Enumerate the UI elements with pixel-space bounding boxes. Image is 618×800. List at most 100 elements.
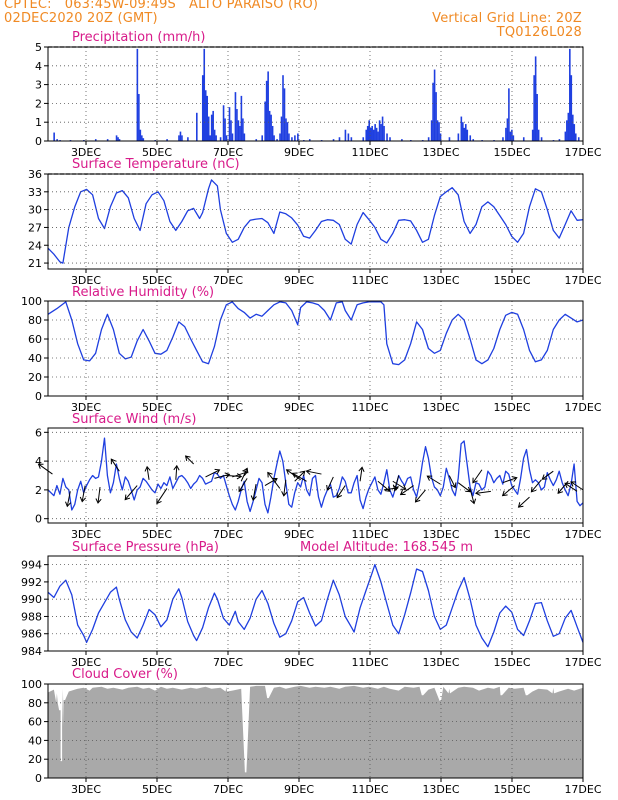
precip-bar bbox=[270, 114, 272, 141]
precip-bar bbox=[571, 114, 574, 141]
wind-vector bbox=[472, 469, 483, 484]
precip-bar bbox=[231, 133, 234, 141]
wind-vector-head bbox=[501, 490, 508, 497]
wind-vector-head bbox=[144, 465, 151, 472]
precip-bar bbox=[508, 88, 510, 141]
precip-bar bbox=[179, 131, 182, 141]
precip-bar bbox=[389, 137, 391, 141]
precip-bar bbox=[457, 133, 460, 141]
precip-bar bbox=[268, 110, 271, 141]
precip-x-tick-label: 5DEC bbox=[142, 146, 172, 159]
pres-subtitle: Model Altitude: 168.545 m bbox=[300, 540, 473, 555]
precip-bar bbox=[308, 139, 311, 141]
precip-bar bbox=[234, 92, 237, 141]
cloud-y-tick-label: 100 bbox=[21, 678, 42, 691]
wind-vector bbox=[475, 490, 491, 494]
precip-bar bbox=[210, 114, 213, 141]
rh-frame bbox=[47, 300, 584, 397]
rh-x-tick-label: 13DEC bbox=[422, 401, 459, 414]
precip-bar bbox=[350, 137, 353, 141]
wind-vector-head bbox=[95, 498, 102, 504]
pres-x-tick-label: 15DEC bbox=[493, 656, 530, 669]
precip-bar bbox=[204, 90, 207, 141]
wind-vector-head bbox=[400, 484, 407, 490]
wind-vector-head bbox=[267, 471, 273, 478]
precip-bar bbox=[136, 48, 139, 141]
precip-x-tick-label: 7DEC bbox=[213, 146, 243, 159]
rh-x-tick-label: 7DEC bbox=[213, 401, 243, 414]
precip-bar bbox=[286, 122, 289, 141]
precip-bar bbox=[460, 116, 463, 141]
precip-bar bbox=[237, 120, 240, 141]
temp-y-tick-label: 21 bbox=[28, 257, 42, 270]
cloud-panel: Cloud Cover (%) 0 20 40 60 80 100 3DEC 5DEC 7DEC 9… bbox=[21, 667, 602, 796]
precip-x-tick-label: 3DEC bbox=[71, 146, 101, 159]
wind-y-tick-label: 4 bbox=[35, 455, 42, 468]
wind-vector bbox=[283, 479, 287, 496]
precip-bar bbox=[267, 71, 269, 141]
precip-bar bbox=[225, 135, 228, 141]
wind-vector bbox=[326, 476, 334, 491]
precip-bar bbox=[215, 135, 217, 141]
cloud-y-tick-label: 0 bbox=[35, 772, 42, 785]
wind-vector-head bbox=[242, 467, 249, 474]
precip-bar bbox=[436, 120, 439, 141]
precip-bar bbox=[117, 137, 119, 141]
precip-bar bbox=[472, 139, 475, 141]
precip-bar bbox=[94, 139, 97, 141]
precip-x-tick-label: 13DEC bbox=[422, 146, 459, 159]
precip-bar bbox=[574, 133, 577, 141]
precip-bar bbox=[228, 107, 231, 141]
rh-x-tick-label: 3DEC bbox=[71, 401, 101, 414]
pres-x-tick-label: 5DEC bbox=[142, 656, 172, 669]
rh-x-tick-label: 5DEC bbox=[142, 401, 172, 414]
wind-vector-head bbox=[393, 485, 399, 492]
precip-bar bbox=[448, 137, 451, 141]
precip-bar bbox=[462, 122, 464, 141]
wind-vector bbox=[294, 470, 306, 482]
wind-x-tick-label: 15DEC bbox=[493, 528, 530, 541]
wind-vector bbox=[110, 458, 120, 472]
wind-vector bbox=[267, 472, 281, 489]
precip-bar bbox=[533, 75, 535, 141]
wind-vector-head bbox=[281, 491, 288, 497]
wind-vector bbox=[156, 488, 168, 504]
wind-vector-head bbox=[37, 463, 44, 469]
precip-bar bbox=[344, 129, 347, 141]
rh-y-tick-label: 100 bbox=[21, 295, 42, 308]
wind-vector-head bbox=[465, 486, 471, 493]
precip-bar bbox=[242, 118, 244, 141]
rh-y-tick-label: 20 bbox=[28, 371, 42, 384]
wind-vector bbox=[518, 496, 530, 508]
pres-y-tick-label: 992 bbox=[21, 576, 42, 589]
wind-vector-head bbox=[414, 496, 421, 503]
wind-vector bbox=[457, 482, 471, 493]
wind-vector-head bbox=[299, 470, 306, 477]
run-date-label: 02DEC2020 20Z (GMT) bbox=[4, 11, 158, 26]
wind-vector bbox=[97, 486, 101, 504]
precip-bar bbox=[297, 133, 299, 141]
pres-y-tick-label: 984 bbox=[21, 645, 42, 658]
wind-vector bbox=[541, 470, 554, 480]
rh-panel: Relative Humidity (%) 0 20 40 60 80 100 3DEC 5DE… bbox=[21, 285, 602, 414]
wind-vector-head bbox=[392, 484, 399, 491]
wind-vector-head bbox=[541, 474, 548, 480]
precip-y-tick-label: 2 bbox=[35, 97, 42, 110]
model-code-label: TQ0126L028 bbox=[496, 25, 582, 40]
wind-vector-head bbox=[336, 492, 343, 499]
precip-bar bbox=[432, 82, 434, 141]
wind-vector bbox=[292, 472, 307, 482]
precip-bar bbox=[438, 122, 440, 141]
precip-bar bbox=[577, 137, 580, 141]
wind-x-tick-label: 17DEC bbox=[564, 528, 601, 541]
precip-bar bbox=[240, 95, 243, 141]
temp-x-tick-label: 3DEC bbox=[71, 274, 101, 287]
wind-title: Surface Wind (m/s) bbox=[72, 412, 196, 427]
precip-bar bbox=[540, 137, 543, 141]
precip-bar bbox=[427, 137, 430, 141]
wind-vector bbox=[66, 491, 71, 507]
precip-bar bbox=[378, 120, 381, 141]
precip-bar bbox=[255, 139, 258, 141]
grid-line-note: Vertical Grid Line: 20Z bbox=[432, 11, 582, 26]
